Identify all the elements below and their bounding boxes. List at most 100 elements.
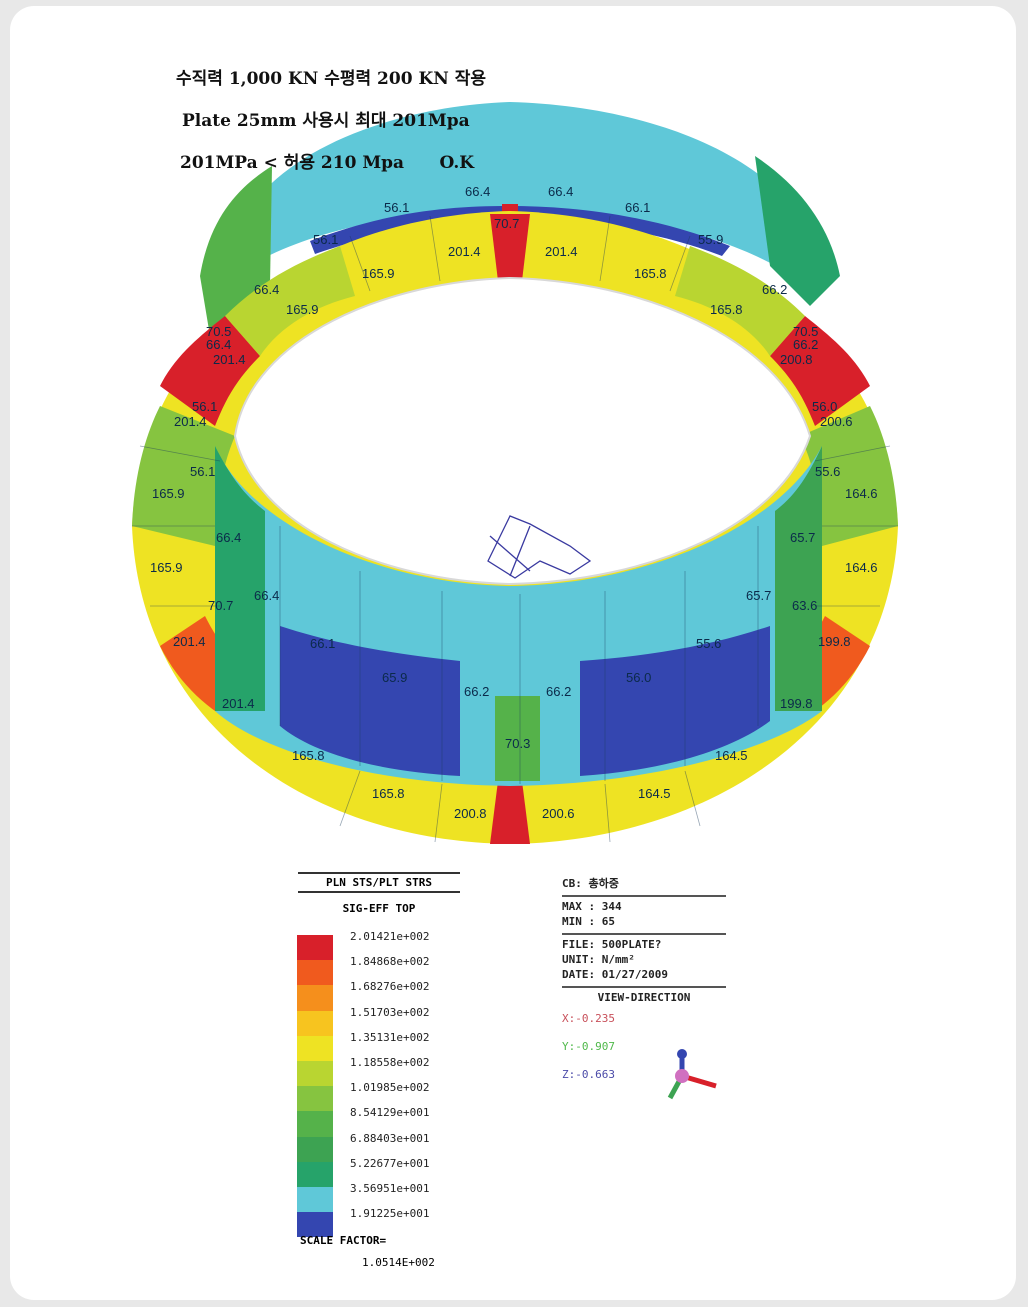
value-label: 201.4 [545, 244, 578, 259]
date-label: DATE: 01/27/2009 [562, 968, 668, 981]
value-label: 56.0 [812, 399, 837, 414]
value-label: 200.8 [780, 352, 813, 367]
value-label: 201.4 [173, 634, 206, 649]
ring-band-red-top [490, 214, 530, 281]
unit-label: UNIT: N/mm² [562, 953, 635, 966]
value-label: 63.6 [792, 598, 817, 613]
scale-factor-label: SCALE FACTOR= [300, 1234, 387, 1247]
top-shell-blue-strip [310, 206, 730, 256]
value-label: 164.5 [638, 786, 671, 801]
value-label: 66.2 [464, 684, 489, 699]
value-label: 66.4 [216, 530, 241, 545]
panel-seams [132, 215, 898, 843]
value-label: 56.1 [192, 399, 217, 414]
legend-value: 1.91225e+001 [350, 1207, 430, 1221]
value-label: 56.1 [190, 464, 215, 479]
legend-swatch [297, 935, 333, 961]
inner-wall-blue-left [280, 626, 460, 776]
value-label: 56.0 [626, 670, 651, 685]
ring-band-green-left [132, 406, 235, 546]
value-label: 70.5 [793, 324, 818, 339]
value-label: 65.7 [746, 588, 771, 603]
header-line-3: 201MPa < 허용 210 Mpa O.K [180, 153, 475, 173]
view-axis-icon [667, 1049, 717, 1100]
legend-swatch [297, 1212, 333, 1238]
value-label: 200.6 [820, 414, 853, 429]
figure-frame: 66.4 70.7 66.4 56.1 66.1 56.1 55.9 201.4… [10, 6, 1016, 1300]
value-label: 66.4 [548, 184, 573, 199]
inner-wall-teal-left [215, 446, 265, 711]
legend-value: 1.35131e+002 [350, 1030, 430, 1044]
ring-opening [233, 276, 812, 586]
ring-band-green-topleft [225, 246, 355, 356]
legend-value: 6.88403e+001 [350, 1131, 430, 1145]
top-shell-right-green [755, 156, 840, 306]
value-label: 56.1 [313, 232, 338, 247]
legend-values: 2.01421e+002 1.84868e+002 1.68276e+002 1.51… [350, 930, 429, 1232]
ring-band-green-topright [675, 246, 805, 356]
value-label: 70.5 [206, 324, 231, 339]
value-label: 165.9 [286, 302, 319, 317]
value-label: 66.4 [206, 337, 231, 352]
value-label: 199.8 [818, 634, 851, 649]
legend-swatch [297, 1186, 333, 1213]
value-label: 201.4 [174, 414, 207, 429]
value-label: 164.6 [845, 560, 878, 575]
legend-value: 1.84868e+002 [350, 955, 430, 969]
legend-value: 8.54129e+001 [350, 1106, 430, 1120]
legend-subtitle: SIG-EFF TOP [342, 902, 416, 915]
legend-value: 1.18558e+002 [350, 1055, 430, 1069]
legend-title: PLN STS/PLT STRS [298, 872, 460, 893]
legend-swatch [297, 960, 333, 986]
value-label: 165.9 [152, 486, 185, 501]
value-label: 200.6 [542, 806, 575, 821]
value-label: 66.1 [625, 200, 650, 215]
value-label: 200.8 [454, 806, 487, 821]
value-label: 56.1 [384, 200, 409, 215]
max-value: MAX : 344 [562, 900, 622, 913]
cb-label: CB: 총하중 [562, 877, 619, 890]
view-direction-title: VIEW-DIRECTION [597, 991, 691, 1004]
legend-swatch [297, 1010, 333, 1036]
value-label: 66.4 [254, 282, 279, 297]
value-label: 165.8 [292, 748, 325, 763]
value-label: 199.8 [780, 696, 813, 711]
legend-swatch [297, 1086, 333, 1112]
view-y: Y:-0.907 [562, 1040, 615, 1053]
value-labels: 66.4 70.7 66.4 56.1 66.1 56.1 55.9 201.4… [150, 184, 878, 821]
value-label: 201.4 [213, 352, 246, 367]
value-label: 165.9 [362, 266, 395, 281]
file-name: FILE: 500PLATE? [562, 938, 662, 951]
info-panel: CB: 총하중 MAX : 344 MIN : 65 FILE: 500PLAT… [562, 876, 726, 1089]
inner-wall-center-green [495, 696, 540, 781]
legend-swatch [297, 1111, 333, 1137]
header-line-1: 수직력 1,000 KN 수평력 200 KN 작용 [176, 69, 486, 89]
legend-value: 3.56951e+001 [350, 1181, 430, 1195]
view-z: Z:-0.663 [562, 1068, 615, 1081]
inner-wall-teal-right [775, 446, 822, 711]
view-x: X:-0.235 [562, 1012, 615, 1025]
value-label: 164.6 [845, 486, 878, 501]
value-label: 165.8 [372, 786, 405, 801]
value-label: 201.4 [222, 696, 255, 711]
value-label: 66.2 [793, 337, 818, 352]
legend-value: 1.01985e+002 [350, 1081, 430, 1095]
legend-swatch [297, 1035, 333, 1061]
value-label: 165.8 [710, 302, 743, 317]
legend-swatch [297, 1161, 333, 1187]
inner-wall-blue-right [580, 626, 770, 776]
header-line-2: Plate 25mm 사용시 최대 201Mpa [182, 111, 470, 131]
value-label: 55.6 [815, 464, 840, 479]
value-label: 70.7 [494, 216, 519, 231]
legend-swatch [297, 1136, 333, 1162]
ring-band-red-upper-left [160, 316, 260, 426]
legend-swatch [297, 1060, 333, 1087]
ring-band-red-bottom [490, 781, 530, 844]
value-label: 66.2 [762, 282, 787, 297]
value-label: 165.9 [150, 560, 183, 575]
value-label: 66.1 [310, 636, 335, 651]
value-label: 66.2 [546, 684, 571, 699]
value-label: 70.7 [208, 598, 233, 613]
value-label: 65.9 [382, 670, 407, 685]
value-label: 201.4 [448, 244, 481, 259]
